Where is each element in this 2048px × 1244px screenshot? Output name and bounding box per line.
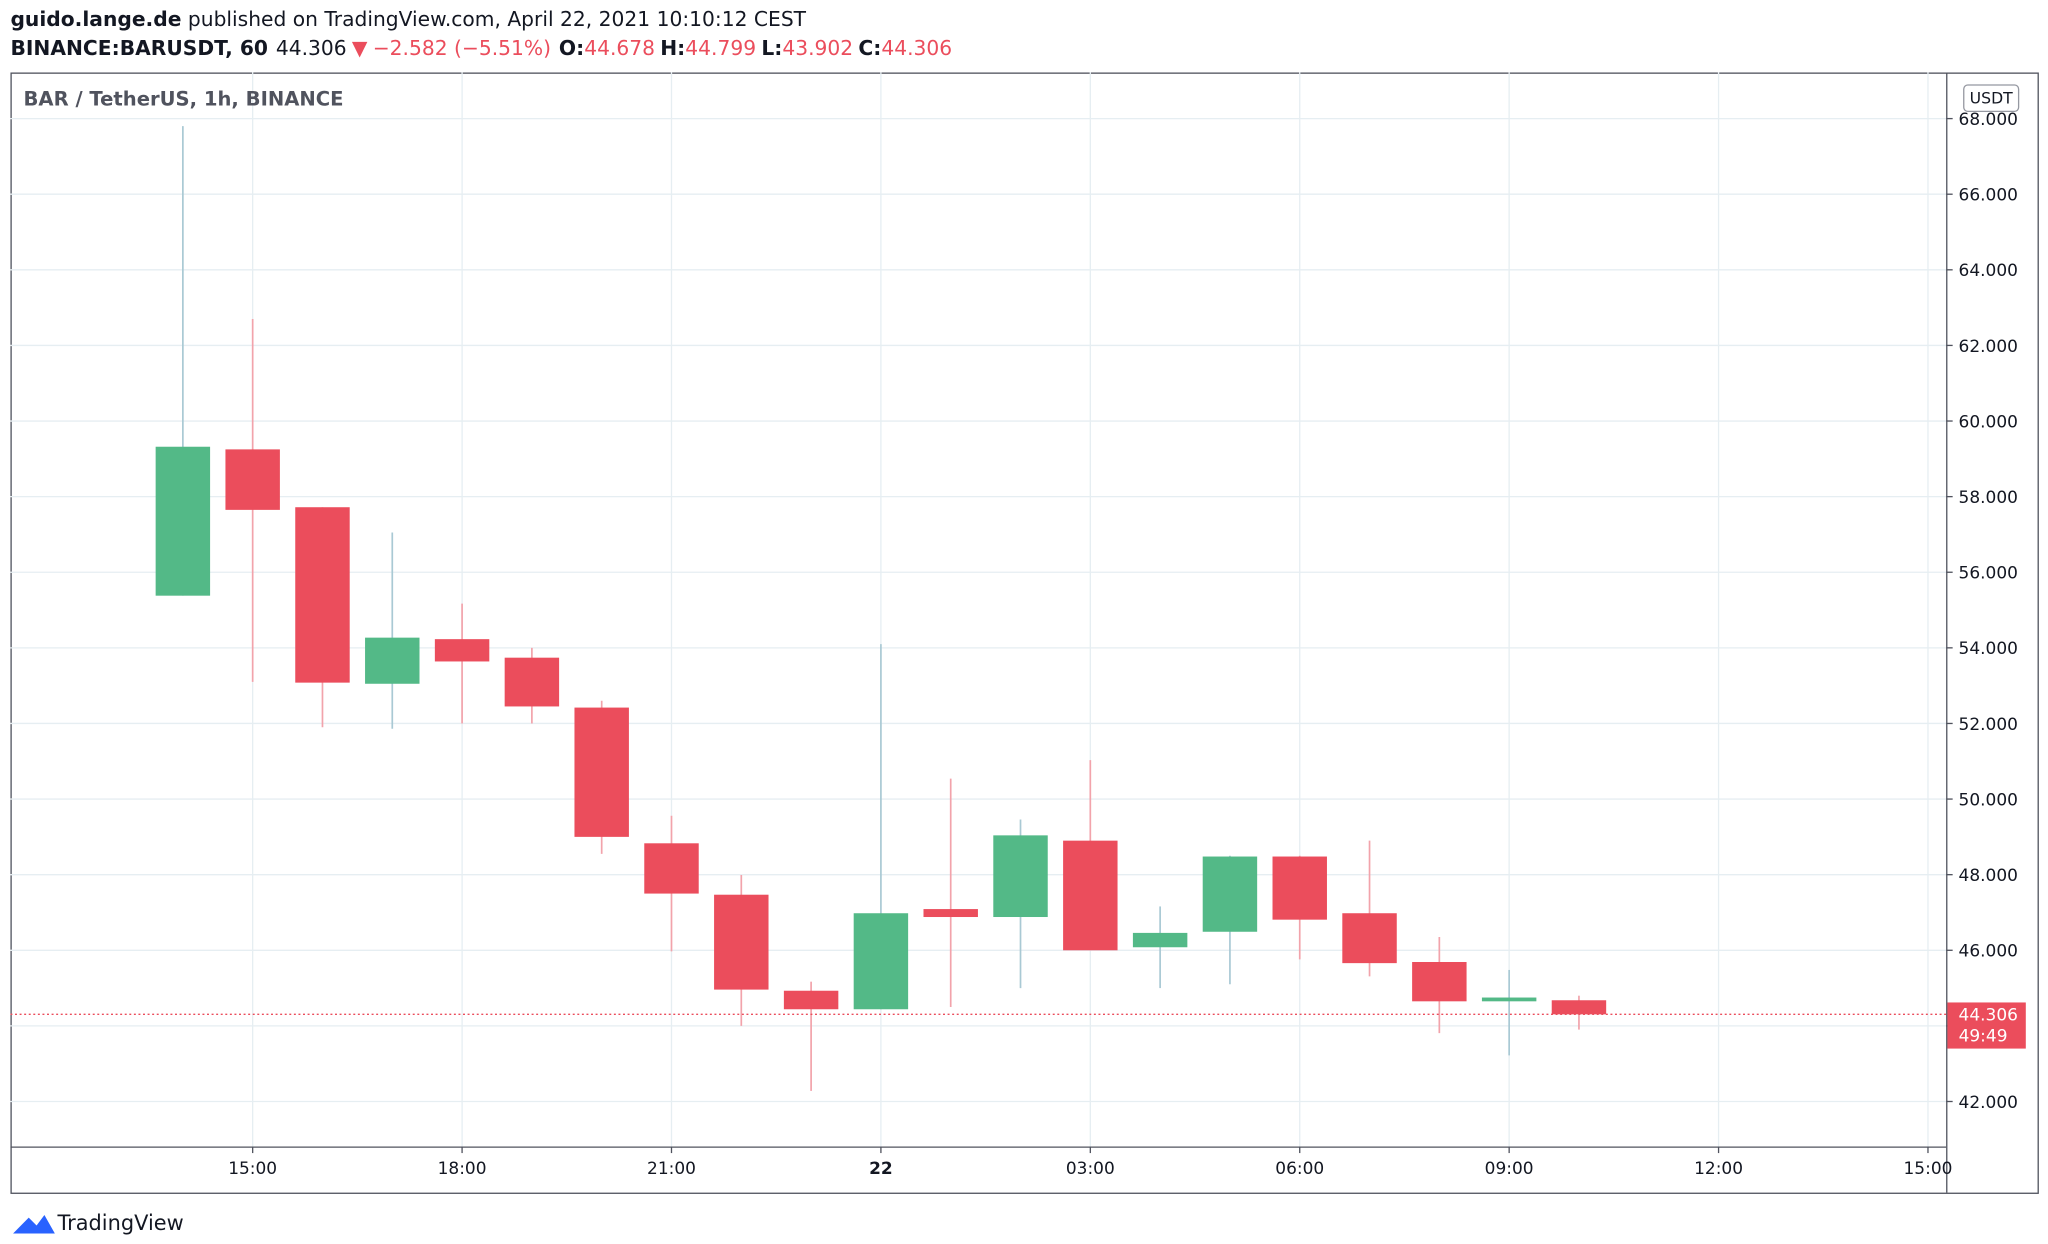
- x-tick-label: 18:00: [438, 1159, 487, 1179]
- x-tick-label: 21:00: [647, 1159, 696, 1179]
- candle-body: [504, 657, 560, 707]
- brand: TradingView: [13, 1211, 184, 1235]
- candle-body: [1132, 932, 1188, 948]
- open-value: 44.678: [584, 36, 655, 60]
- y-tick-label: 42.000: [1959, 1093, 2018, 1113]
- down-arrow: ▼: [352, 36, 368, 60]
- y-tick-label: 46.000: [1959, 942, 2018, 962]
- y-tick-label: 66.000: [1959, 185, 2018, 205]
- published: published on TradingView.com, April 22, …: [181, 7, 806, 31]
- header-line1: guido.lange.de published on TradingView.…: [10, 7, 806, 31]
- brand-name: TradingView: [56, 1211, 183, 1235]
- candle-body: [155, 446, 211, 596]
- candle-body: [295, 507, 350, 683]
- y-tick-label: 68.000: [1959, 110, 2018, 130]
- y-tick-label: 56.000: [1959, 564, 2018, 584]
- y-tick-label: 58.000: [1959, 488, 2018, 508]
- x-tick-label: 15:00: [1904, 1159, 1953, 1179]
- candle-body: [644, 843, 699, 894]
- candle-body: [1063, 840, 1118, 951]
- candles: [155, 126, 1607, 1091]
- brand-logo: [13, 1215, 55, 1234]
- currency-box: [1963, 84, 2020, 113]
- candle-body: [434, 639, 490, 662]
- y-tick-label: 64.000: [1959, 261, 2018, 281]
- candle-body: [714, 894, 769, 990]
- open-label: O:: [559, 36, 584, 60]
- y-tick-label: 60.000: [1959, 412, 2018, 432]
- candle-body: [1481, 997, 1537, 1002]
- y-tick-label: 50.000: [1959, 790, 2018, 810]
- header-line2: BINANCE:BARUSDT, 60 44.306 ▼ −2.582 (−5.51%…: [10, 36, 952, 60]
- candle-body: [1342, 913, 1397, 964]
- x-tick-label: 03:00: [1066, 1159, 1115, 1179]
- candle-body: [1272, 856, 1327, 920]
- last-price-label: 44.306: [1959, 1006, 2018, 1026]
- author: guido.lange.de: [10, 7, 181, 31]
- candle-body: [1551, 1000, 1607, 1015]
- countdown: 49:49: [1959, 1027, 2008, 1047]
- x-tick-label: 09:00: [1485, 1159, 1534, 1179]
- close-value: 44.306: [881, 36, 952, 60]
- y-tick-label: 52.000: [1959, 715, 2018, 735]
- candle-body: [1412, 962, 1467, 1002]
- x-tick-label: 06:00: [1275, 1159, 1324, 1179]
- last-price-box: [1947, 1002, 2026, 1049]
- symbol: BINANCE:BARUSDT, 60: [10, 36, 268, 60]
- currency: USDT: [1970, 88, 2013, 107]
- candle-body: [853, 913, 909, 1010]
- candle-body: [783, 990, 839, 1010]
- chart-title: BAR / TetherUS, 1h, BINANCE: [24, 88, 344, 111]
- x-tick-label: 22: [869, 1159, 893, 1179]
- high-value: 44.799: [685, 36, 756, 60]
- candle-body: [225, 449, 280, 510]
- candle-body: [993, 835, 1048, 918]
- x-tick-label: 15:00: [228, 1159, 277, 1179]
- change: −2.582 (−5.51%): [373, 36, 551, 60]
- low-value: 43.902: [782, 36, 853, 60]
- high-label: H:: [660, 36, 685, 60]
- y-tick-label: 62.000: [1959, 337, 2018, 357]
- candle-body: [923, 909, 978, 918]
- y-tick-label: 48.000: [1959, 866, 2018, 886]
- candle-body: [1202, 856, 1258, 932]
- low-label: L:: [761, 36, 782, 60]
- last-price: 44.306: [276, 36, 347, 60]
- close-label: C:: [858, 36, 881, 60]
- candle-body: [574, 707, 629, 837]
- candle-body: [365, 637, 420, 684]
- y-tick-label: 54.000: [1959, 639, 2018, 659]
- x-tick-label: 12:00: [1694, 1159, 1743, 1179]
